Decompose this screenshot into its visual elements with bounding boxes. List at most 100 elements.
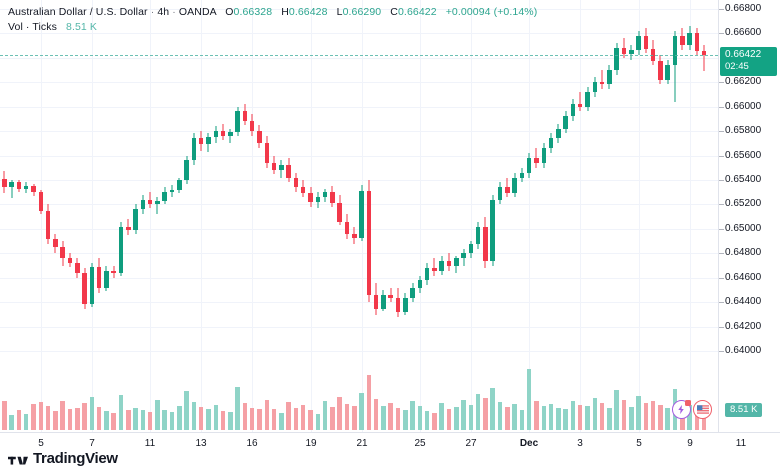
exchange-label[interactable]: OANDA xyxy=(178,6,217,18)
time-axis[interactable]: 5 7 11 13 16 19 21 25 27 Dec 3 5 9 11 xyxy=(0,432,780,454)
candlestick xyxy=(468,241,474,259)
candlestick xyxy=(89,263,95,308)
candle-body xyxy=(636,35,641,51)
candle-body xyxy=(497,187,503,200)
volume-bar xyxy=(184,391,189,430)
price-axis-tick xyxy=(719,327,724,328)
time-axis-label: 7 xyxy=(89,438,95,449)
price-axis-tick xyxy=(719,131,724,132)
price-axis-tick xyxy=(719,253,724,254)
candlestick xyxy=(541,143,547,168)
candlestick xyxy=(556,123,561,144)
candle-body xyxy=(53,238,58,248)
candle-body xyxy=(89,266,95,304)
candle-body xyxy=(461,253,466,259)
symbol-name[interactable]: Australian Dollar / U.S. Dollar xyxy=(8,6,148,18)
candlestick xyxy=(242,104,248,125)
volume-bar xyxy=(235,387,240,430)
candlestick xyxy=(60,241,65,266)
candle-body xyxy=(439,260,444,271)
candle-body xyxy=(585,91,590,107)
candle-body xyxy=(621,47,627,54)
candle-body xyxy=(162,192,167,201)
candlestick xyxy=(344,214,350,239)
volume-legend-row[interactable]: Vol · Ticks 8.51 K xyxy=(8,21,537,34)
volume-bar xyxy=(614,390,619,430)
candlestick xyxy=(147,192,153,209)
volume-bar xyxy=(104,410,109,430)
volume-badge[interactable]: 8.51 K xyxy=(725,403,763,417)
volume-bar xyxy=(2,401,7,430)
time-gridline xyxy=(420,0,421,432)
candle-body xyxy=(198,138,204,145)
price-axis-label: 0.66200 xyxy=(725,76,762,88)
candle-body xyxy=(373,295,379,309)
volume-bar xyxy=(60,400,65,430)
candlestick xyxy=(322,188,328,203)
price-axis-label: 0.64600 xyxy=(725,271,762,283)
volume-bar xyxy=(505,407,510,430)
volume-bar xyxy=(177,406,182,430)
volume-bar xyxy=(300,404,306,430)
close-label: C xyxy=(390,6,398,18)
candlestick xyxy=(483,216,488,269)
time-axis-label: 5 xyxy=(38,438,44,449)
volume-bar xyxy=(534,401,539,430)
volume-bar xyxy=(388,402,393,430)
candlestick xyxy=(519,167,525,183)
volume-bar xyxy=(206,409,211,430)
candle-wick xyxy=(229,128,231,144)
volume-bar xyxy=(45,405,51,430)
volume-title: Vol · Ticks xyxy=(8,21,57,33)
candlestick xyxy=(31,183,36,196)
volume-bar xyxy=(118,395,124,430)
volume-bar xyxy=(577,404,583,430)
candlestick xyxy=(126,219,131,236)
candle-body xyxy=(9,182,14,188)
candle-body xyxy=(468,243,474,254)
volume-bar xyxy=(563,408,568,430)
candlestick xyxy=(650,40,656,65)
volume-bar xyxy=(650,401,656,430)
time-gridline xyxy=(150,0,151,432)
interval-label[interactable]: 4h xyxy=(157,6,170,18)
volume-bar xyxy=(330,406,335,430)
volume-bar xyxy=(585,406,590,430)
candlestick xyxy=(505,177,510,198)
candle-body xyxy=(31,186,36,193)
candle-body xyxy=(446,260,452,266)
candle-body xyxy=(556,128,561,139)
candle-wick xyxy=(433,258,435,276)
candlestick xyxy=(381,290,386,312)
candle-body xyxy=(300,187,306,194)
chart-pane[interactable] xyxy=(0,0,718,432)
current-price-badge[interactable]: 0.66422 02:45 xyxy=(720,46,777,76)
candle-wick xyxy=(703,45,705,71)
tradingview-logo: TradingView xyxy=(8,450,118,467)
price-gridline xyxy=(0,253,718,254)
volume-bar xyxy=(628,407,634,430)
candle-body xyxy=(403,297,408,313)
volume-bar xyxy=(599,402,605,430)
candle-body xyxy=(111,270,116,274)
candle-body xyxy=(235,111,240,133)
high-label: H xyxy=(281,6,289,18)
us-flag-icon[interactable] xyxy=(693,400,712,419)
candlestick xyxy=(206,133,211,152)
symbol-info-row[interactable]: Australian Dollar / U.S. Dollar · 4h · O… xyxy=(8,6,537,19)
price-axis[interactable]: 0.66800 0.66600 0.66200 0.66000 0.65800 0.656… xyxy=(718,0,780,432)
lightning-bolt-icon[interactable] xyxy=(672,400,691,419)
legend-separator-1: · xyxy=(150,6,155,18)
price-gridline xyxy=(0,131,718,132)
candle-body xyxy=(483,226,488,261)
volume-bar xyxy=(308,410,313,430)
volume-bar xyxy=(366,374,372,430)
candle-body xyxy=(672,35,678,65)
candlestick xyxy=(446,253,452,271)
candlestick xyxy=(293,172,299,193)
candlestick xyxy=(585,86,590,112)
price-axis-label: 0.66600 xyxy=(725,27,762,39)
price-gridline xyxy=(0,156,718,157)
candlestick xyxy=(614,42,619,75)
volume-bar xyxy=(293,407,299,430)
